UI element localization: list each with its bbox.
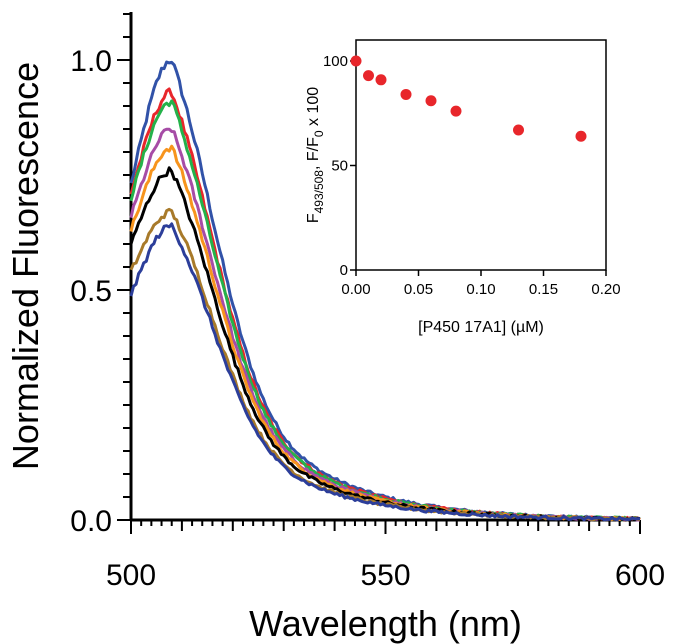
inset-y-label-sub2: 0 <box>312 130 326 137</box>
inset-points <box>350 55 587 142</box>
spectrum-line <box>129 127 640 522</box>
inset-data-point <box>400 88 412 100</box>
inset-ticks: 0.00 0.05 0.10 0.15 0.20 0 50 100 <box>323 53 621 298</box>
main-axes <box>129 12 640 522</box>
inset-y-tick-label: 100 <box>323 53 348 70</box>
main-y-tick-label: 0.5 <box>70 275 112 308</box>
inset-x-tick-label: 0.10 <box>466 281 495 298</box>
inset-y-tick-label: 0 <box>340 262 348 279</box>
inset-x-tick-label: 0.05 <box>404 281 433 298</box>
inset-x-tick-label: 0.15 <box>529 281 558 298</box>
main-y-tick-label: 1.0 <box>70 45 112 78</box>
inset-x-tick-label: 0.00 <box>341 281 370 298</box>
inset-x-tick-label: 0.20 <box>591 281 620 298</box>
spectrum-line <box>129 222 640 522</box>
inset-frame <box>355 39 607 271</box>
main-x-axis-label: Wavelength (nm) <box>249 603 522 644</box>
inset-data-point <box>363 70 374 82</box>
inset-y-label-mid: , F/F <box>305 137 322 170</box>
inset-data-point <box>450 105 462 117</box>
main-x-tick-label: 550 <box>360 559 410 592</box>
inset-data-point <box>425 95 437 107</box>
inset-y-label-sub: 493/508 <box>312 170 326 214</box>
main-series <box>129 60 641 522</box>
inset-y-label-main: F <box>305 213 322 223</box>
inset-y-axis-label: F493/508, F/F0 x 100 <box>305 87 326 223</box>
inset-y-label-end: x 100 <box>305 87 322 131</box>
inset-data-point <box>375 74 387 86</box>
inset-axes <box>355 39 607 271</box>
inset-data-point <box>350 55 362 67</box>
inset-data-point <box>575 130 587 142</box>
inset-x-axis-label: [P450 17A1] (µM) <box>418 319 544 336</box>
main-y-axis-label: Normalized Fluorescence <box>5 62 46 470</box>
inset-y-tick-label: 50 <box>331 158 348 175</box>
spectrum-line <box>129 60 641 522</box>
main-x-tick-label: 600 <box>615 559 665 592</box>
main-y-tick-label: 0.0 <box>70 505 112 538</box>
inset-data-point <box>513 124 524 136</box>
main-x-tick-label: 500 <box>106 559 156 592</box>
